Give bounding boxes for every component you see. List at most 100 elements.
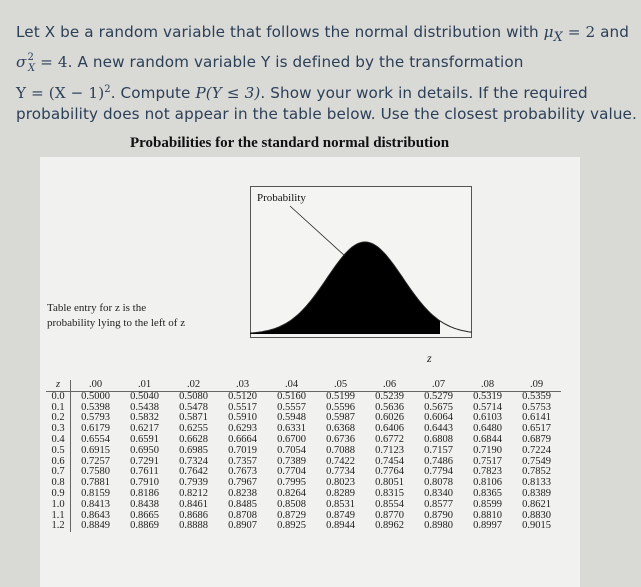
probability-cell: 0.6293 (228, 423, 257, 435)
probability-cell: 0.5359 (522, 390, 551, 402)
probability-expression: P(Y ≤ 3) (195, 84, 261, 103)
probability-cell: 0.5832 (130, 412, 159, 424)
probability-cell: 0.8485 (228, 498, 257, 510)
probability-cell: 0.7995 (277, 477, 306, 489)
z-table-column-header: .07 (414, 379, 463, 392)
z-table-column-header: .01 (120, 379, 169, 392)
probability-cell: 0.5279 (424, 390, 453, 402)
probability-cell: 0.6700 (277, 433, 306, 445)
z-value-cell: 1.2 (46, 521, 71, 533)
problem-statement: Let X be a random variable that follows … (16, 22, 637, 125)
probability-cell: 0.8340 (424, 487, 453, 499)
probability-cell: 0.6808 (424, 433, 453, 445)
z-value-cell: 0.3 (46, 423, 71, 435)
probability-cell: 0.8749 (326, 509, 355, 521)
probability-cell: 0.8531 (326, 498, 355, 510)
probability-cell: 0.8389 (522, 487, 551, 499)
probability-cell: 0.6064 (424, 412, 453, 424)
probability-cell: 0.7389 (277, 455, 306, 467)
z-table-row: 0.8 0.7881 0.7910 0.7939 0.7967 0.7995 0.8023 0… (46, 477, 561, 489)
probability-cell: 0.6772 (375, 433, 404, 445)
probability-cell: 0.8133 (522, 477, 551, 489)
probability-cell: 0.6103 (473, 412, 502, 424)
probability-cell: 0.5398 (81, 401, 110, 413)
probability-cell: 0.7580 (81, 466, 110, 478)
entry-note-line: probability lying to the left of z (47, 317, 186, 329)
probability-cell: 0.5871 (179, 412, 208, 424)
probability-cell: 0.5199 (326, 390, 355, 402)
z-value-cell: 0.8 (46, 477, 71, 489)
z-table-column-header: .03 (218, 379, 267, 392)
probability-cell: 0.8907 (228, 520, 257, 532)
z-table-row: 1.0 0.8413 0.8438 0.8461 0.8485 0.8508 0.8531 0… (46, 498, 561, 511)
probability-cell: 0.7734 (326, 466, 355, 478)
probability-cell: 0.6368 (326, 423, 355, 435)
z-table-row: 0.0 0.5000 0.5040 0.5080 0.5120 0.5160 0.5199 0… (46, 390, 561, 403)
probability-cell: 0.7939 (179, 477, 208, 489)
z-value-cell: 0.5 (46, 445, 71, 457)
probability-cell: 0.6915 (81, 444, 110, 456)
probability-cell: 0.7019 (228, 444, 257, 456)
probability-cell: 0.6736 (326, 433, 355, 445)
probability-cell: 0.8925 (277, 520, 306, 532)
probability-cell: 0.5080 (179, 390, 208, 402)
probability-cell: 0.8980 (424, 520, 453, 532)
probability-cell: 0.6217 (130, 423, 159, 435)
probability-cell: 0.6879 (522, 433, 551, 445)
probability-cell: 0.6026 (375, 412, 404, 424)
problem-text: Let X be a random variable that follows … (16, 23, 544, 41)
probability-cell: 0.6628 (179, 433, 208, 445)
problem-text: . Compute (110, 84, 196, 103)
probability-cell: 0.9015 (522, 520, 551, 532)
z-value-cell: 0.6 (46, 456, 71, 468)
probability-cell: 0.5636 (375, 401, 404, 413)
probability-cell: 0.6844 (473, 433, 502, 445)
probability-cell: 0.6554 (81, 433, 110, 445)
probability-cell: 0.8051 (375, 477, 404, 489)
z-value-cell: 0.4 (46, 434, 71, 446)
probability-cell: 0.6664 (228, 433, 257, 445)
probability-cell: 0.5948 (277, 412, 306, 424)
probability-cell: 0.5753 (522, 401, 551, 413)
probability-cell: 0.8686 (179, 509, 208, 521)
probability-cell: 0.8413 (81, 498, 110, 510)
probability-cell: 0.5675 (424, 401, 453, 413)
probability-cell: 0.7486 (424, 455, 453, 467)
probability-cell: 0.6179 (81, 423, 110, 435)
z-table-column-header: .08 (463, 379, 512, 392)
probability-cell: 0.6141 (522, 412, 551, 424)
probability-cell: 0.8238 (228, 487, 257, 499)
probability-cell: 0.5239 (375, 390, 404, 402)
probability-cell: 0.8554 (375, 498, 404, 510)
z-table-header-row: z .00.01.02.03.04.05.06.07.08.09 (46, 379, 561, 392)
probability-cell: 0.7704 (277, 466, 306, 478)
probability-cell: 0.7611 (130, 466, 159, 478)
probability-cell: 0.7673 (228, 466, 257, 478)
probability-cell: 0.7422 (326, 455, 355, 467)
probability-cell: 0.7967 (228, 477, 257, 489)
z-table-column-header: .09 (512, 379, 561, 392)
probability-cell: 0.8665 (130, 509, 159, 521)
probability-cell: 0.8997 (473, 520, 502, 532)
z-table-row: 0.3 0.6179 0.6217 0.6255 0.6293 0.6331 0.6368 0… (46, 423, 561, 435)
probability-cell: 0.8023 (326, 477, 355, 489)
normal-curve-graphic (250, 205, 472, 334)
problem-line-3: Y = (X − 1)2. Compute P(Y ≤ 3). Show you… (16, 79, 636, 104)
z-table-row: 0.4 0.6554 0.6591 0.6628 0.6664 0.6700 0.6736 0… (46, 433, 561, 446)
probability-cell: 0.7123 (375, 444, 404, 456)
probability-cell: 0.8599 (473, 498, 502, 510)
probability-cell: 0.5910 (228, 412, 257, 424)
probability-cell: 0.7794 (424, 466, 453, 478)
probability-cell: 0.8365 (473, 487, 502, 499)
z-table-row: 0.9 0.8159 0.8186 0.8212 0.8238 0.8264 0.8289 0… (46, 487, 561, 500)
probability-cell: 0.5517 (228, 401, 257, 413)
z-table-column-header: .00 (70, 379, 120, 392)
z-table: z .00.01.02.03.04.05.06.07.08.09 0.0 0.500… (46, 379, 561, 533)
z-table-column-header: .05 (316, 379, 365, 392)
probability-cell: 0.5987 (326, 412, 355, 424)
probability-cell: 0.7764 (375, 466, 404, 478)
z-table-column-header: .04 (267, 379, 316, 392)
probability-cell: 0.6480 (473, 423, 502, 435)
probability-cell: 0.8849 (81, 520, 110, 532)
probability-cell: 0.8438 (130, 498, 159, 510)
